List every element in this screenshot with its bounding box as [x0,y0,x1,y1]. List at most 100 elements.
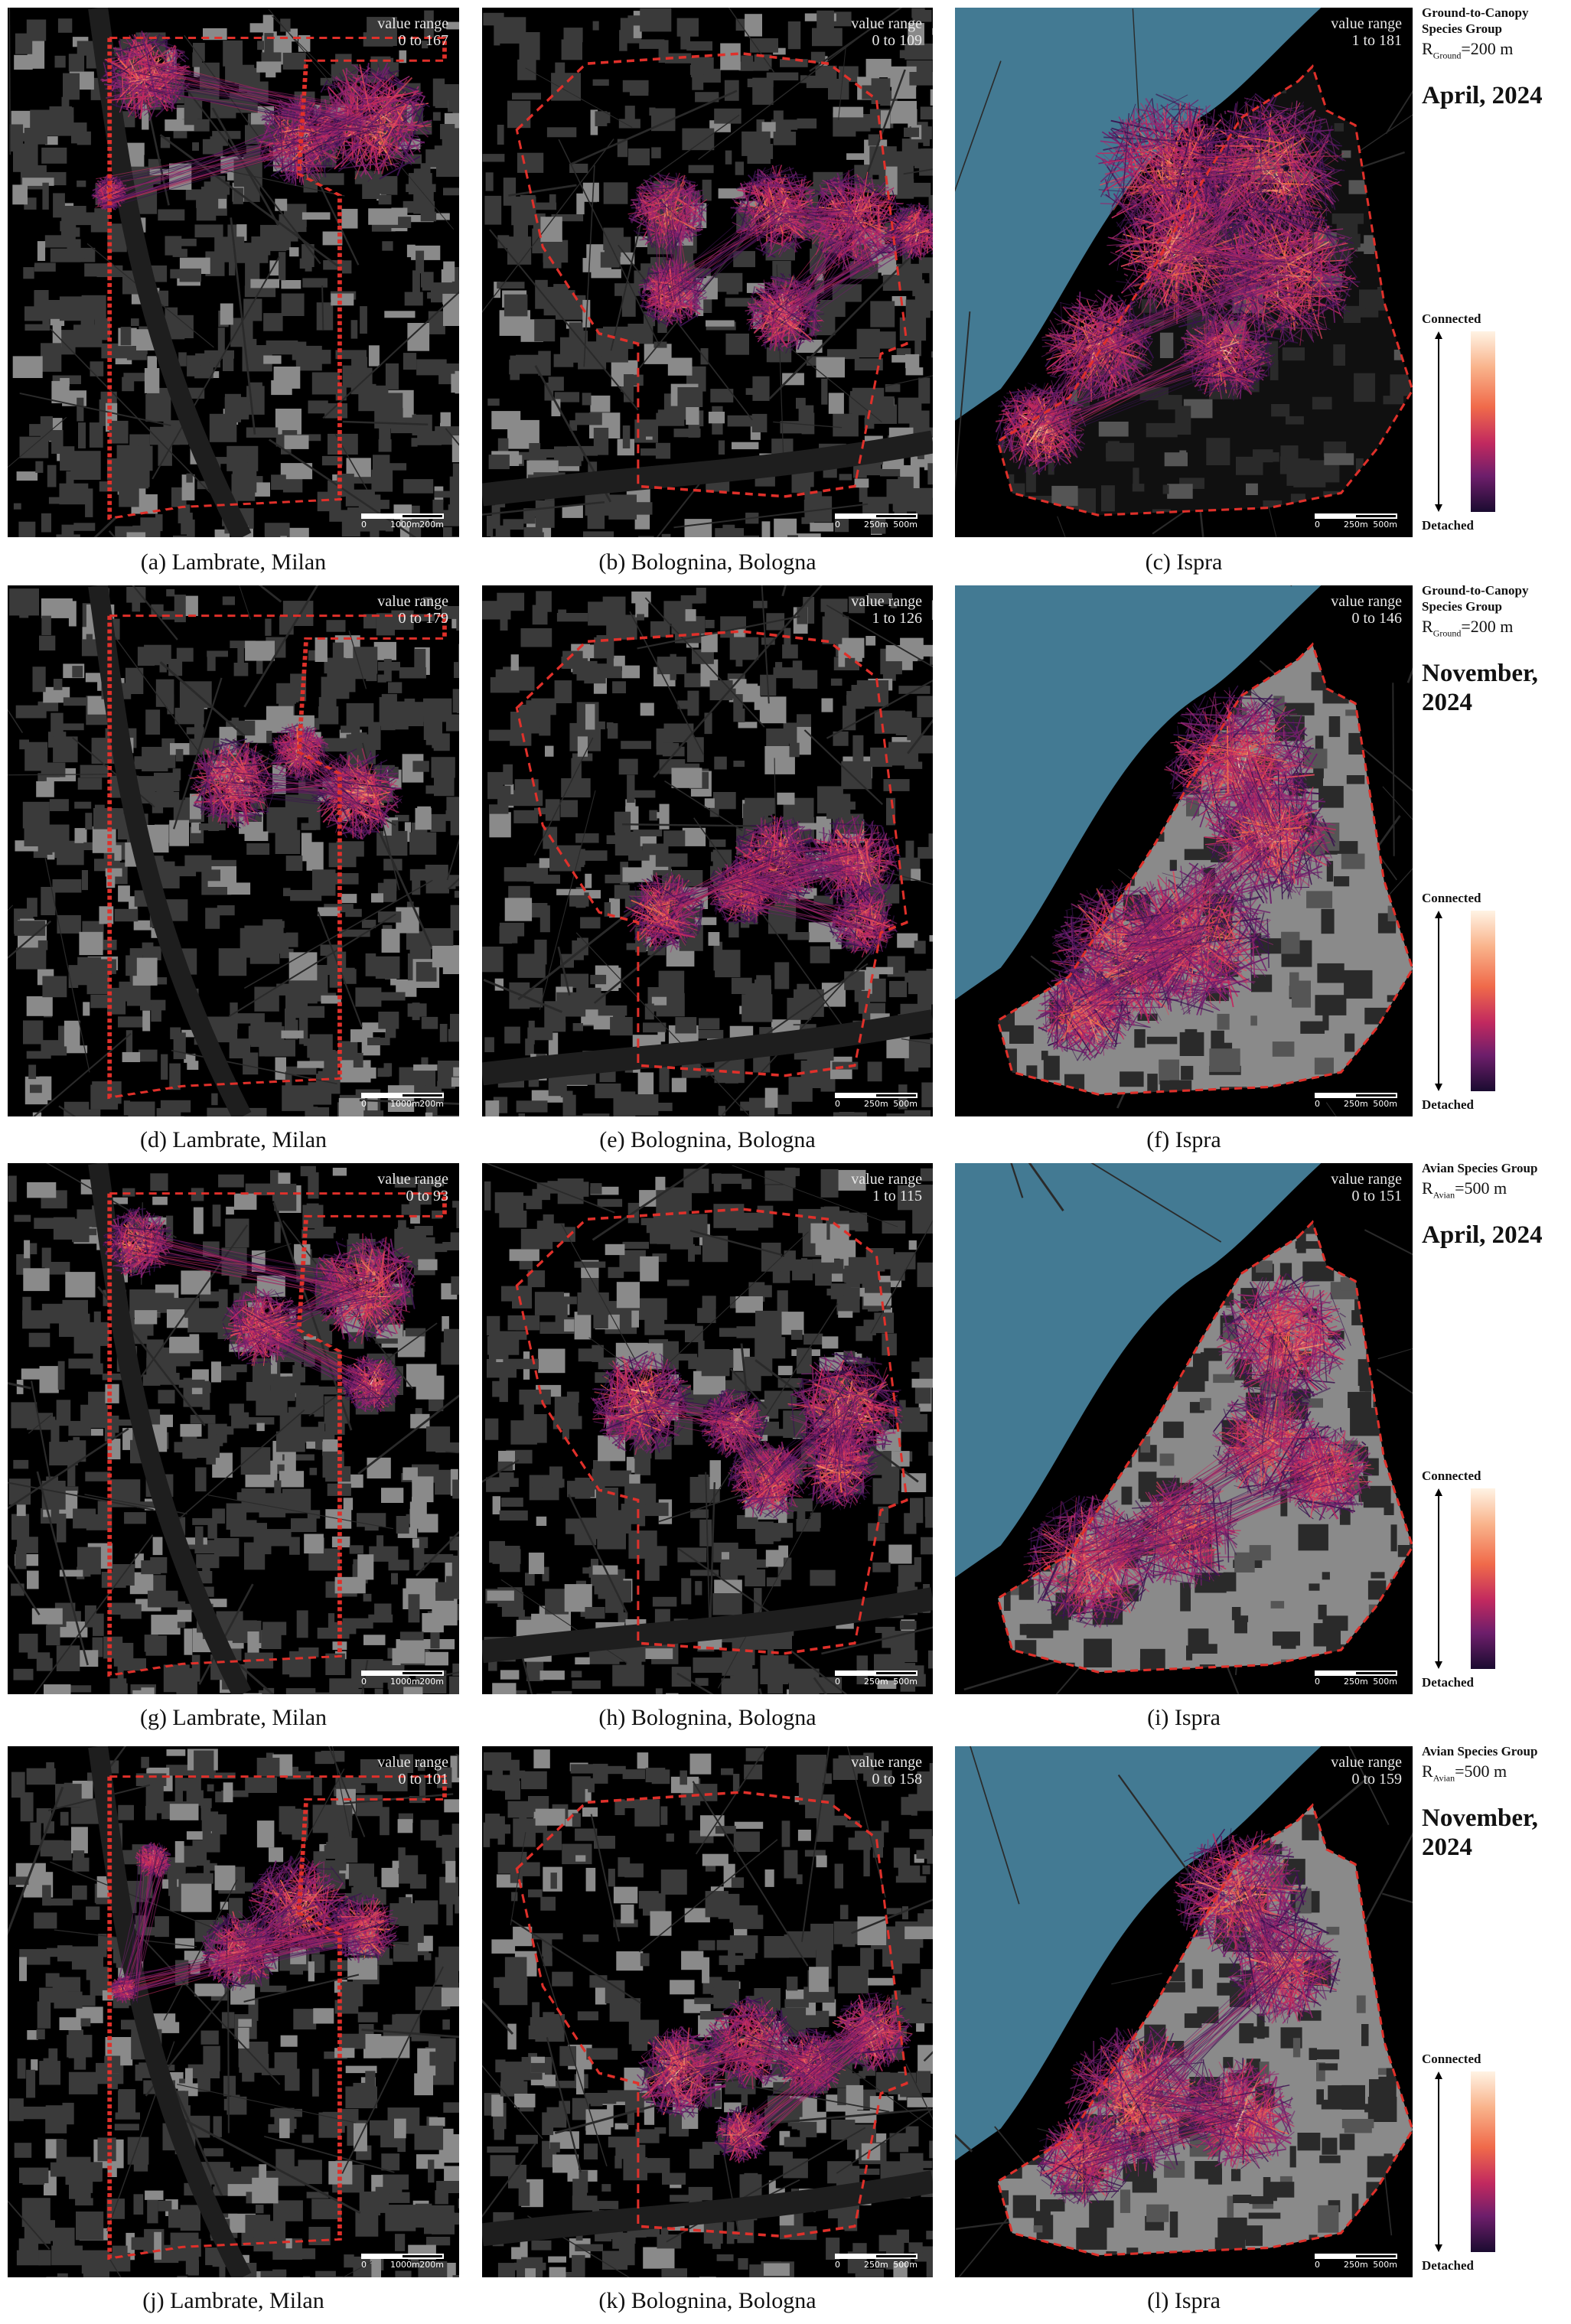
connectivity-link [858,171,869,227]
building-block [591,269,621,279]
connectivity-link [1149,205,1176,292]
connectivity-link [101,72,125,83]
connectivity-link [380,162,399,168]
connectivity-link [367,132,403,150]
building-block [78,422,86,448]
building-block [202,139,221,155]
connectivity-link [300,125,363,141]
connectivity-link [637,183,671,188]
building-block [562,505,583,518]
connectivity-link [137,65,168,112]
connectivity-link [1296,129,1316,165]
building-block [179,268,201,282]
building-block [411,438,418,447]
building-block [428,311,445,334]
connectivity-link [1238,233,1250,243]
connectivity-link [1137,108,1155,113]
connectivity-link [96,147,308,204]
building-block [412,270,420,295]
building-block [804,491,823,504]
building-block [856,328,880,358]
connectivity-link [347,91,419,132]
connectivity-link [146,98,152,108]
connectivity-link [1134,171,1161,221]
building-block [484,195,502,225]
connectivity-link [634,190,695,218]
building-block [639,39,665,49]
connectivity-link [640,303,660,323]
building-block [899,317,927,341]
building-block [595,111,608,126]
building-block [742,535,759,537]
connectivity-link [1103,136,1242,145]
scale-bar: 0 250m 500m [835,508,918,530]
road-line [334,433,368,490]
building-block [14,54,33,70]
connectivity-link [829,179,836,187]
building-block [331,293,354,306]
connectivity-link [751,298,759,318]
connectivity-link [674,212,684,306]
building-block [1286,458,1310,486]
building-block [1162,484,1169,494]
building-block [1132,484,1145,492]
building-block [651,147,661,158]
connectivity-link [691,191,697,207]
connectivity-link [894,212,901,222]
building-block [1158,395,1182,410]
connectivity-link [1289,125,1301,239]
connectivity-link [894,213,901,233]
building-block [774,518,797,537]
building-block [618,119,640,129]
connectivity-link [916,214,933,246]
building-block [342,260,352,274]
connectivity-link [1119,126,1136,132]
connectivity-link [1121,112,1129,210]
building-block [131,318,139,326]
building-block [372,500,389,510]
connectivity-link [1123,266,1230,297]
connectivity-link [170,77,187,110]
building-block [133,445,153,471]
connectivity-link [665,297,699,302]
building-block [497,455,523,464]
road-line [139,70,170,206]
building-block [998,474,1002,496]
connectivity-link [659,223,684,298]
map-canvas [955,8,1413,537]
value-range-title: value range [851,15,922,32]
connectivity-link [1214,145,1263,148]
road-line [885,375,933,387]
building-block [535,279,548,309]
connectivity-link [1122,299,1155,359]
building-block [886,479,912,504]
building-block [787,21,801,50]
connectivity-link [685,213,784,305]
building-block [263,355,282,364]
building-block [653,341,667,348]
building-block [656,412,682,426]
connectivity-link [311,109,364,134]
building-block [692,64,704,90]
building-block [1371,119,1393,129]
building-block [710,389,734,403]
building-block [172,249,187,257]
connectivity-link [1328,270,1346,277]
building-block [549,194,556,204]
connectivity-link [308,110,372,140]
connectivity-link [372,147,380,174]
connectivity-link [820,183,874,204]
scale-label-mid: 250m [864,520,888,530]
building-block [263,313,283,331]
connectivity-link [129,59,139,80]
building-block [249,382,262,393]
connectivity-link [1139,221,1149,223]
building-block [714,108,741,124]
building-block [158,209,185,221]
connectivity-link [1249,210,1351,297]
building-block [775,121,791,139]
building-block [1377,481,1388,492]
connectivity-link [1115,195,1159,262]
connectivity-link [337,103,427,172]
connectivity-link [1115,139,1138,174]
